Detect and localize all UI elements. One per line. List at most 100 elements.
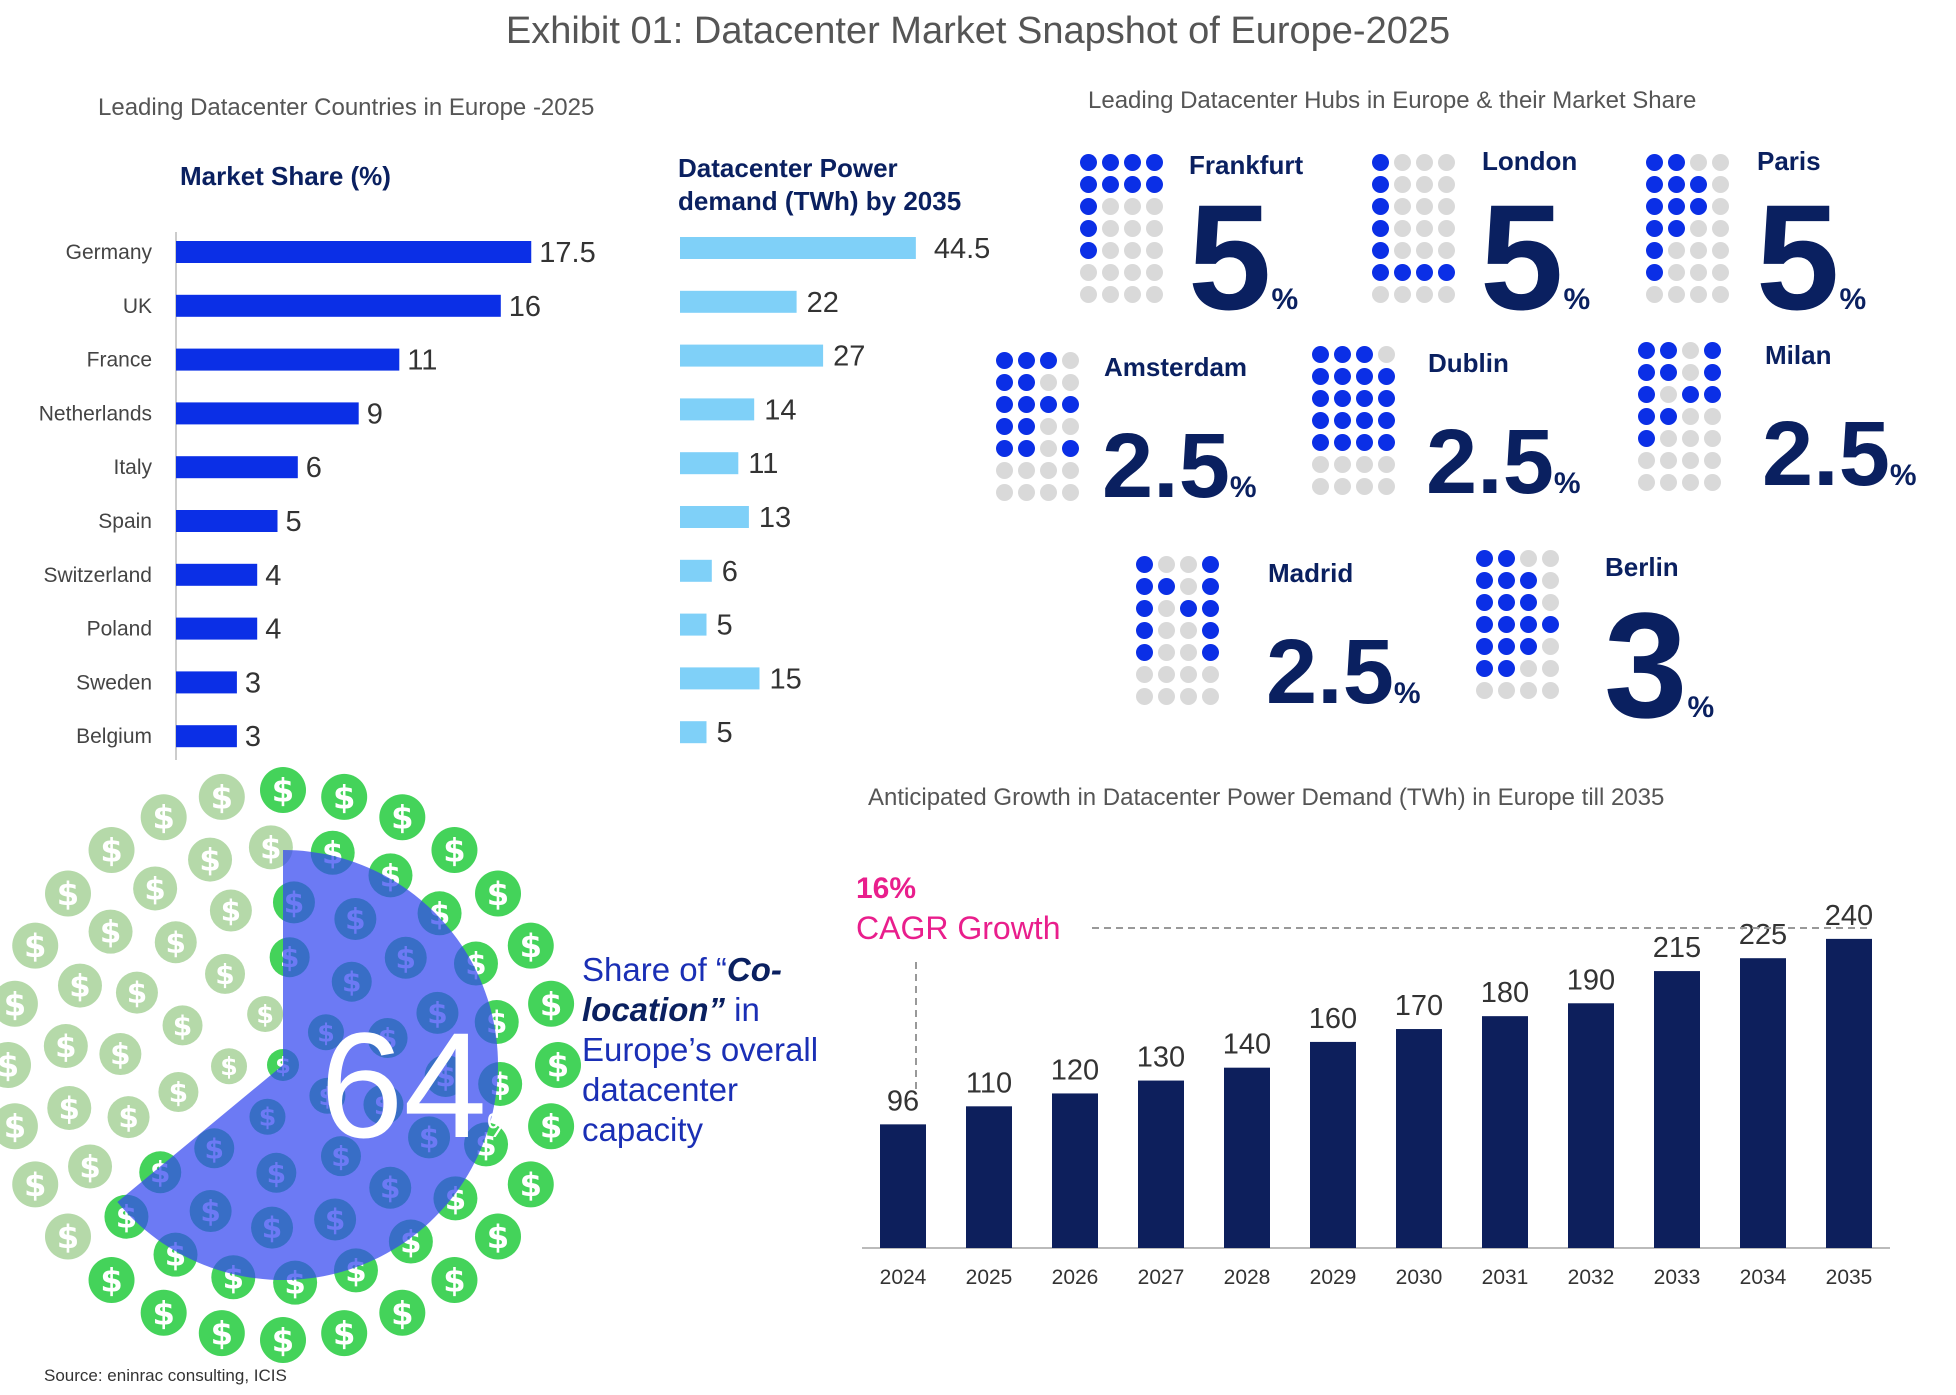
svg-text:$: $ <box>333 778 355 816</box>
hub-dot <box>1136 556 1153 573</box>
power-value-label: 13 <box>759 502 791 534</box>
dollar-coin-icon: $ <box>44 1213 91 1260</box>
share-bar <box>176 294 501 317</box>
hub-dot <box>1660 408 1677 425</box>
hub-dot <box>1180 556 1197 573</box>
hub-dot <box>1312 412 1329 429</box>
hub-dot <box>1102 242 1119 259</box>
svg-text:$: $ <box>272 772 294 810</box>
hub-dot <box>996 440 1013 457</box>
power-value-label: 15 <box>770 663 802 695</box>
colocation-description: Share of “Co-location” in Europe’s overa… <box>582 950 852 1150</box>
dollar-coin-icon: $ <box>379 794 426 841</box>
hub-dot <box>1520 638 1537 655</box>
hub-dot <box>1660 364 1677 381</box>
hub-dot <box>1202 578 1219 595</box>
hub-dot <box>1180 578 1197 595</box>
hub-value-unit: % <box>1229 471 1257 504</box>
hub-dot <box>1638 342 1655 359</box>
hub-dot <box>1062 484 1079 501</box>
hub-dot <box>1136 622 1153 639</box>
hub-dot <box>1646 198 1663 215</box>
hub-dot <box>1372 286 1389 303</box>
hub-value-number: 2.5 <box>1266 621 1394 723</box>
hubs-section-title: Leading Datacenter Hubs in Europe & thei… <box>1088 87 1697 114</box>
hub-dot <box>1542 682 1559 699</box>
hub-name-dublin: Dublin <box>1428 348 1509 378</box>
hub-dot <box>1646 286 1663 303</box>
growth-value-label: 160 <box>1309 1003 1357 1035</box>
hub-dot <box>1542 572 1559 589</box>
dollar-coin-icon: $ <box>247 996 284 1033</box>
growth-value-label: 120 <box>1051 1054 1099 1086</box>
power-bar <box>680 237 916 259</box>
dollar-coin-icon: $ <box>0 1103 38 1150</box>
hub-dot <box>1690 286 1707 303</box>
growth-value-label: 140 <box>1223 1029 1271 1061</box>
hub-dot <box>1080 176 1097 193</box>
hub-dot <box>1712 242 1729 259</box>
svg-text:$: $ <box>24 927 46 965</box>
hub-dot <box>1146 198 1163 215</box>
dollar-coin-icon: $ <box>321 1310 368 1357</box>
growth-bar <box>1482 1016 1528 1248</box>
hub-dot <box>1372 220 1389 237</box>
hub-dot <box>1476 594 1493 611</box>
hub-dot <box>1704 452 1721 469</box>
svg-text:$: $ <box>57 1218 79 1256</box>
svg-text:$: $ <box>110 1038 130 1072</box>
hub-dot <box>1638 452 1655 469</box>
svg-text:$: $ <box>211 778 233 816</box>
share-bar <box>176 241 532 263</box>
hub-name-milan: Milan <box>1765 340 1832 370</box>
hub-dot <box>1372 264 1389 281</box>
dollar-coin-icon: $ <box>528 980 575 1027</box>
growth-bar <box>1310 1041 1356 1248</box>
hub-dot-grid-berlin <box>1476 550 1559 699</box>
hub-dot <box>1668 220 1685 237</box>
share-value-label: 3 <box>245 721 261 753</box>
svg-text:$: $ <box>220 1052 238 1081</box>
hub-dot <box>1356 368 1373 385</box>
svg-text:$: $ <box>4 1108 26 1146</box>
svg-text:$: $ <box>443 1262 465 1300</box>
svg-text:$: $ <box>487 875 509 913</box>
svg-text:$: $ <box>333 1315 355 1353</box>
hub-name-berlin: Berlin <box>1605 552 1679 582</box>
power-bar <box>680 398 755 421</box>
hub-dot <box>1416 220 1433 237</box>
growth-value-label: 240 <box>1825 900 1873 932</box>
power-bar <box>680 506 749 528</box>
hub-value-amsterdam: 2.5% <box>1102 420 1257 512</box>
hub-dot <box>1690 242 1707 259</box>
country-label: Italy <box>113 456 152 479</box>
hub-dot <box>1690 154 1707 171</box>
hub-dot <box>1668 286 1685 303</box>
hub-dot <box>1394 264 1411 281</box>
hub-dot <box>1356 412 1373 429</box>
svg-text:$: $ <box>79 1149 100 1185</box>
svg-text:$: $ <box>260 830 281 866</box>
colocation-text-before: Share of “ <box>582 951 727 988</box>
dollar-coin-icon: $ <box>248 825 293 870</box>
hub-dot <box>1102 264 1119 281</box>
country-label: Poland <box>87 618 152 641</box>
dollar-coin-icon: $ <box>507 1161 554 1208</box>
share-value-label: 4 <box>265 614 281 646</box>
dollar-coin-icon: $ <box>260 1317 306 1363</box>
hub-dot <box>1394 154 1411 171</box>
dollar-coin-icon: $ <box>260 767 306 813</box>
hub-dot <box>1202 688 1219 705</box>
hub-dot <box>1124 286 1141 303</box>
hub-dot <box>1682 452 1699 469</box>
hub-dot <box>1646 176 1663 193</box>
hub-value-unit: % <box>1393 677 1421 710</box>
hub-dot <box>1136 644 1153 661</box>
power-bar <box>680 452 739 475</box>
hub-dot <box>996 374 1013 391</box>
hub-dot <box>1476 550 1493 567</box>
growth-year-label: 2034 <box>1740 1266 1787 1289</box>
growth-year-label: 2032 <box>1568 1266 1615 1289</box>
hub-dot <box>1394 176 1411 193</box>
hub-dot <box>1394 286 1411 303</box>
